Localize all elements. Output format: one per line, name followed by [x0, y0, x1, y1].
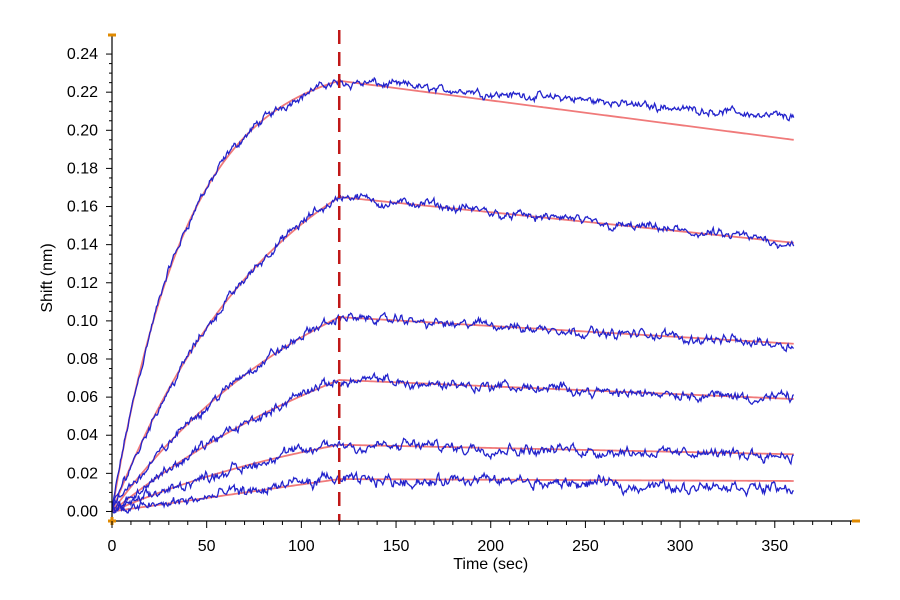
y-axis-title: Shift (nm) — [39, 243, 56, 312]
y-tick-label: 0.20 — [67, 122, 98, 139]
x-axis-title: Time (sec) — [453, 556, 528, 573]
y-tick-label: 0.18 — [67, 160, 98, 177]
fit-curve-4 — [111, 379, 794, 513]
y-tick-label: 0.10 — [67, 313, 98, 330]
x-tick-label: 100 — [288, 538, 315, 555]
fit-curve-1 — [111, 79, 794, 512]
x-tick-label: 150 — [383, 538, 410, 555]
x-tick-label: 200 — [477, 538, 504, 555]
y-tick-label: 0.08 — [67, 351, 98, 368]
y-tick-label: 0.06 — [67, 389, 98, 406]
fit-curve-6 — [111, 478, 794, 513]
fit-curve-3 — [111, 316, 794, 513]
measured-curve-5 — [111, 437, 794, 514]
y-tick-label: 0.04 — [67, 427, 98, 444]
x-tick-label: 50 — [198, 538, 216, 555]
measured-curve-4 — [111, 371, 795, 511]
measured-curve-3 — [111, 311, 795, 512]
y-tick-label: 0.02 — [67, 465, 98, 482]
y-tick-label: 0.14 — [67, 237, 98, 254]
y-tick-label: 0.24 — [67, 46, 98, 63]
x-tick-label: 350 — [761, 538, 788, 555]
measured-curve-6 — [111, 470, 794, 514]
measured-curves — [111, 76, 795, 514]
measured-curve-2 — [111, 192, 795, 511]
measured-curve-1 — [111, 76, 795, 512]
x-axis-ticks: 0 50 100 150 200 250 300 350 — [108, 521, 852, 555]
y-tick-label: 0.00 — [67, 503, 98, 520]
y-tick-label: 0.16 — [67, 199, 98, 216]
x-tick-label: 0 — [108, 538, 117, 555]
axes — [108, 33, 860, 525]
fit-curve-2 — [111, 196, 794, 512]
y-axis-ticks: 0.00 0.02 0.04 0.06 0.08 0.10 0.12 0.14 0.16 0.18… — [67, 46, 112, 520]
x-tick-label: 250 — [572, 538, 599, 555]
y-tick-label: 0.22 — [67, 84, 98, 101]
y-tick-label: 0.12 — [67, 275, 98, 292]
x-tick-label: 300 — [667, 538, 694, 555]
